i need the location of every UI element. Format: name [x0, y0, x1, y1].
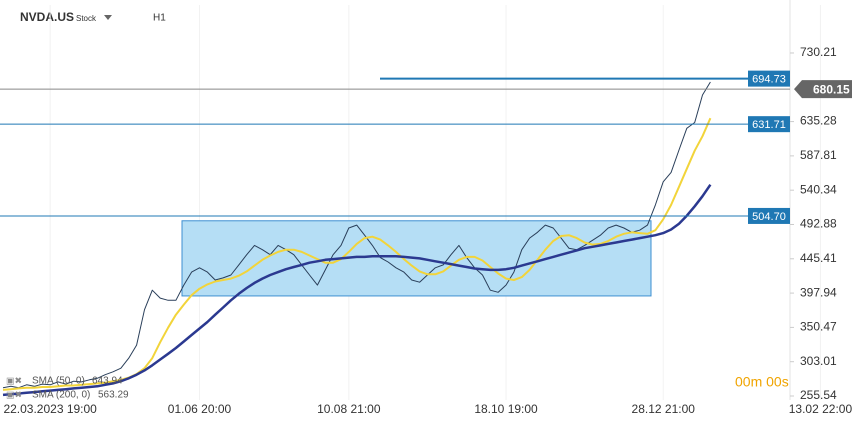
y-tick-label: 255.54: [800, 388, 837, 402]
y-tick-label: 445.41: [800, 251, 837, 265]
y-tick-label: 587.81: [800, 148, 837, 162]
legend-value: 643.94: [92, 376, 123, 387]
header: NVDA.US Stock H1: [20, 10, 166, 24]
dropdown-arrow[interactable]: [104, 15, 112, 20]
series-line: [2, 117, 712, 391]
level-label: 694.73: [752, 74, 786, 86]
level-label-box: [748, 70, 790, 87]
y-tick-label: 397.94: [800, 285, 837, 299]
level-label: 631.71: [752, 119, 786, 131]
x-tick-label: 13.02 22:00: [789, 402, 853, 416]
legend-icon: ▣✖: [6, 389, 22, 399]
y-tick-label: 492.88: [800, 217, 837, 231]
price-label: 680.15: [813, 82, 850, 96]
y-tick-label: 540.34: [800, 182, 837, 196]
instrument-type: Stock: [76, 14, 97, 23]
y-tick-label: 635.28: [800, 114, 837, 128]
x-tick-label: 28.12 21:00: [632, 402, 696, 416]
y-tick-label: 730.21: [800, 45, 837, 59]
level-label: 504.70: [752, 211, 786, 223]
y-tick-label: 303.01: [800, 354, 837, 368]
price-label-box: [794, 80, 852, 99]
legend-value: 563.29: [98, 390, 129, 401]
interval[interactable]: H1: [153, 13, 166, 24]
legend-name: SMA (200, 0): [32, 390, 90, 401]
x-tick-label: 10.08 21:00: [317, 402, 381, 416]
legend-name: SMA (50, 0): [32, 376, 85, 387]
level-label-box: [748, 207, 790, 224]
series-line: [2, 183, 712, 397]
x-tick-label: 22.03.2023 19:00: [3, 402, 97, 416]
x-tick-label: 01.06 20:00: [168, 402, 232, 416]
level-label-box: [748, 116, 790, 133]
x-tick-label: 18.10 19:00: [474, 402, 538, 416]
timer: 00m 00s: [735, 374, 789, 390]
symbol[interactable]: NVDA.US: [20, 10, 74, 24]
y-tick-label: 350.47: [800, 320, 837, 334]
legend-icon: ▣✖: [6, 375, 22, 385]
series-line: [2, 81, 711, 389]
